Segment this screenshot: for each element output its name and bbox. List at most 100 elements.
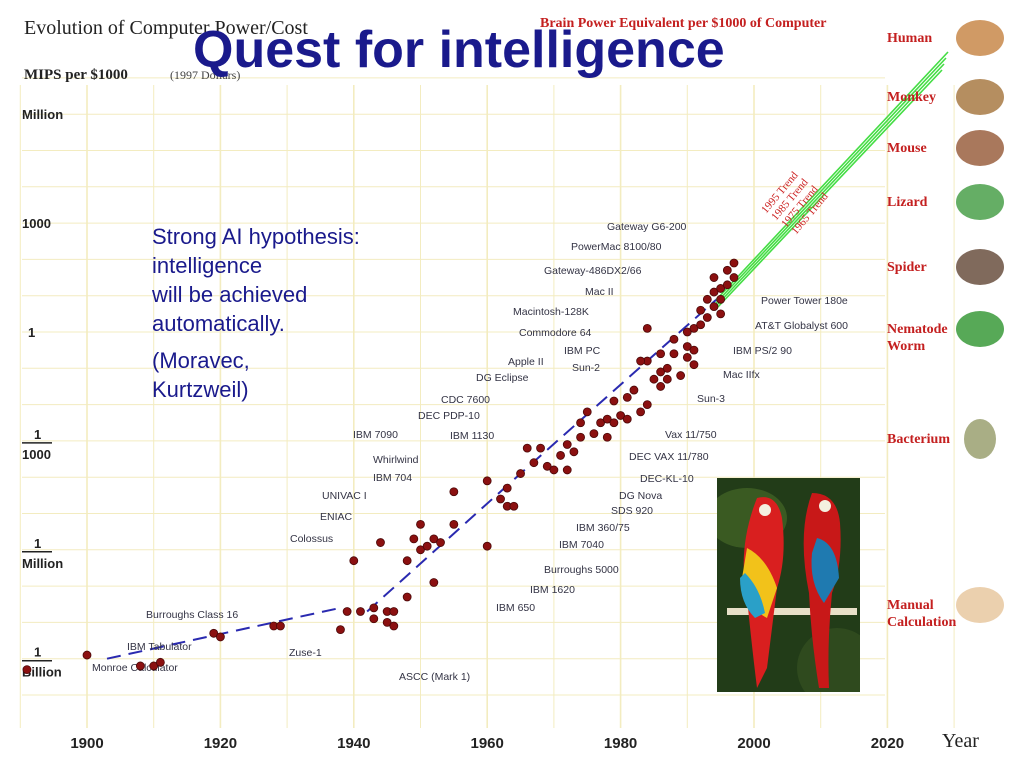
data-point	[562, 465, 572, 475]
data-label: IBM 1620	[530, 584, 575, 596]
data-point	[336, 625, 345, 635]
monkey-icon	[956, 79, 1004, 115]
data-label: Burroughs 5000	[544, 564, 619, 576]
data-point	[662, 363, 672, 373]
attribution-text: (Moravec, Kurtzweil)	[152, 348, 250, 402]
data-label: Burroughs Class 16	[146, 609, 238, 621]
data-label: Power Tower 180e	[761, 295, 848, 307]
data-point	[436, 538, 445, 547]
data-point	[449, 519, 459, 529]
data-label: Vax 11/750	[665, 429, 717, 441]
trend-line	[715, 51, 949, 301]
y-tick-label: Million	[22, 107, 63, 122]
data-point	[656, 382, 666, 391]
data-label: ASCC (Mark 1)	[399, 671, 470, 683]
data-label: Monroe Calculator	[92, 662, 178, 674]
y-tick-denominator: Million	[22, 556, 63, 571]
data-point	[662, 374, 672, 384]
data-point	[649, 374, 659, 384]
data-point	[722, 280, 732, 290]
data-point	[402, 556, 412, 566]
data-point	[709, 273, 719, 282]
data-point	[609, 396, 619, 406]
data-label: IBM 704	[373, 472, 412, 484]
data-point	[669, 349, 679, 359]
data-point	[629, 385, 639, 395]
data-point	[602, 414, 612, 424]
data-label: UNIVAC I	[322, 490, 367, 502]
data-label: IBM 7090	[353, 429, 398, 441]
data-label: Apple II	[508, 356, 544, 368]
x-axis-label: Year	[942, 730, 979, 752]
data-point	[82, 650, 92, 660]
data-point	[609, 418, 619, 428]
x-tick-label: 1920	[204, 735, 237, 752]
data-point	[676, 371, 686, 380]
chart-title: Evolution of Computer Power/Cost	[24, 17, 308, 39]
data-point	[702, 294, 712, 304]
brain-level-label: Human	[887, 31, 932, 46]
data-label: IBM Tabulator	[127, 641, 192, 653]
data-point	[709, 287, 719, 297]
data-label: Macintosh-128K	[513, 306, 589, 318]
data-point	[569, 447, 579, 457]
brain-power-title: Brain Power Equivalent per $1000 of Comp…	[540, 16, 826, 31]
data-point	[155, 657, 165, 667]
fit-line-early	[106, 606, 341, 660]
data-point	[516, 469, 525, 478]
data-label: IBM 360/75	[576, 522, 630, 534]
data-label: SDS 920	[611, 505, 653, 517]
data-point	[22, 665, 32, 674]
data-point	[722, 265, 732, 275]
data-point	[656, 367, 666, 377]
data-point	[709, 302, 719, 311]
data-point	[416, 545, 425, 555]
data-point	[209, 628, 219, 638]
data-point	[402, 592, 412, 602]
data-point	[522, 443, 532, 453]
x-tick-label: 2000	[737, 735, 770, 752]
data-point	[276, 621, 285, 631]
data-point	[682, 353, 692, 362]
data-point	[549, 465, 559, 475]
data-label: Gateway-486DX2/66	[544, 265, 642, 277]
data-point	[636, 407, 646, 417]
data-point	[576, 432, 585, 442]
data-point	[429, 534, 439, 544]
brain-level-label: Calculation	[887, 615, 956, 630]
data-label: DEC VAX 11/780	[629, 451, 709, 463]
data-point	[716, 284, 726, 293]
data-label: PowerMac 8100/80	[571, 241, 662, 253]
data-point	[669, 334, 679, 344]
data-point	[215, 632, 225, 642]
data-point	[582, 407, 592, 417]
lizard-icon	[956, 184, 1004, 220]
data-point	[696, 305, 706, 315]
data-point	[382, 618, 392, 627]
data-point	[536, 443, 545, 453]
data-label: IBM PS/2 90	[733, 345, 792, 357]
brain-level-label: Mouse	[887, 141, 927, 156]
y-tick-denominator: Billion	[22, 665, 62, 680]
data-point	[496, 494, 505, 504]
data-point	[576, 418, 585, 428]
y-axis-label: MIPS per $1000	[24, 67, 128, 83]
data-point	[349, 556, 359, 566]
data-label: DEC-KL-10	[640, 473, 694, 485]
data-point	[429, 578, 439, 587]
hypothesis-text: Strong AI hypothesis: intelligence will …	[152, 224, 360, 336]
x-tick-label: 1980	[604, 735, 637, 752]
data-point	[376, 538, 385, 547]
data-point	[656, 349, 666, 359]
y-tick-label: 1000	[22, 216, 51, 231]
hand-icon	[956, 587, 1004, 623]
data-point	[449, 487, 459, 497]
data-point	[409, 534, 419, 544]
x-tick-label: 2020	[871, 735, 904, 752]
spider-icon	[956, 249, 1004, 285]
data-label: Gateway G6-200	[607, 221, 687, 233]
body-text: Strong AI hypothesis: intelligence will …	[152, 222, 360, 412]
y-tick-label: 1	[28, 325, 35, 340]
data-point	[642, 400, 652, 410]
